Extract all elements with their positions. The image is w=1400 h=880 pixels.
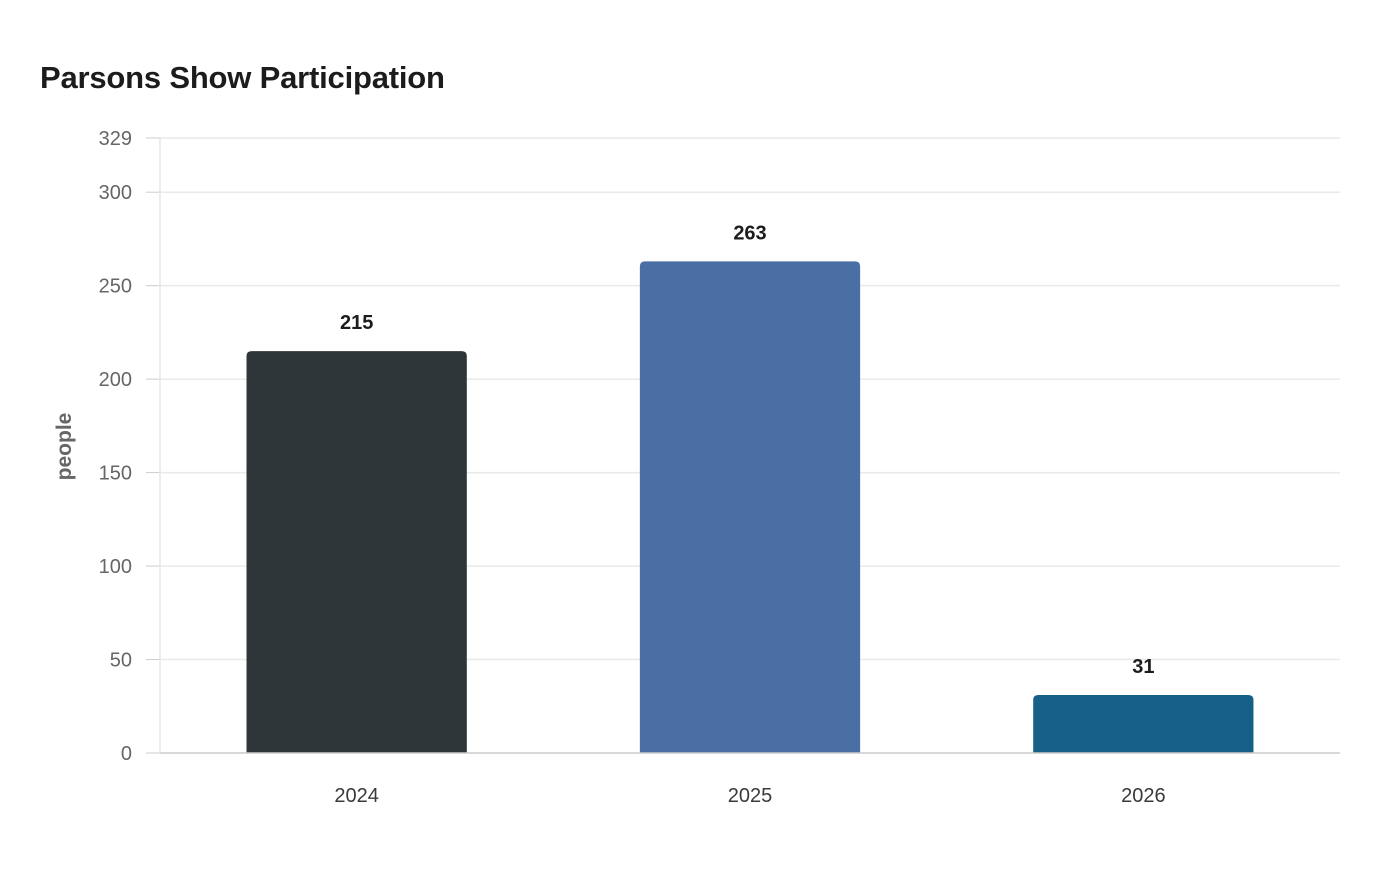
bars xyxy=(246,261,1254,753)
y-axis-ticks: 0 50 100 150 200 250 300 329 xyxy=(99,128,160,765)
y-tick-label: 329 xyxy=(99,128,132,150)
y-tick-label: 300 xyxy=(99,182,132,204)
y-tick-label: 50 xyxy=(110,650,132,672)
value-label-2025: 263 xyxy=(733,222,766,244)
bar-2026 xyxy=(1033,695,1254,753)
value-label-2026: 31 xyxy=(1132,656,1154,678)
y-tick-label: 100 xyxy=(99,556,132,578)
x-axis-ticks: 2024 2025 2026 xyxy=(334,785,1165,807)
y-tick-label: 0 xyxy=(121,743,132,765)
bar-2025 xyxy=(639,261,861,753)
value-label-2024: 215 xyxy=(340,312,373,334)
y-axis-title: people xyxy=(53,413,76,481)
value-labels: 215 263 31 xyxy=(340,222,1154,678)
chart-title: Parsons Show Participation xyxy=(40,60,445,95)
y-tick-label: 250 xyxy=(99,276,132,298)
x-tick-label-2026: 2026 xyxy=(1121,785,1166,807)
bar-2024 xyxy=(246,351,467,753)
x-tick-label-2024: 2024 xyxy=(334,785,379,807)
y-tick-label: 150 xyxy=(99,463,132,485)
y-tick-label: 200 xyxy=(99,369,132,391)
x-tick-label-2025: 2025 xyxy=(728,785,773,807)
